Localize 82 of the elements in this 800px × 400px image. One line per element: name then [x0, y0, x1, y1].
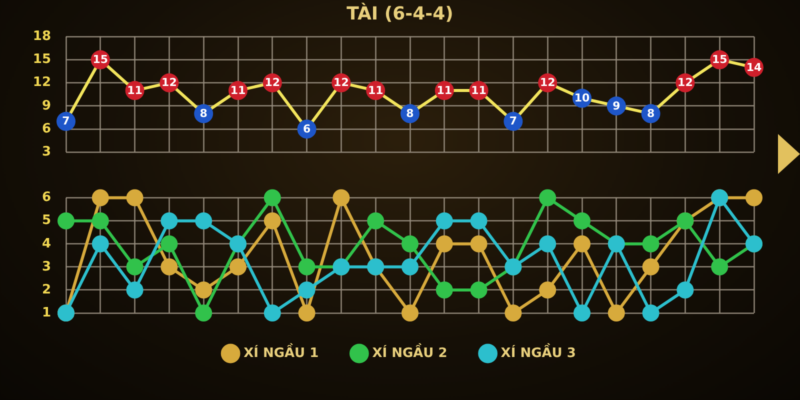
legend-label: XÍ NGẦU 3: [500, 342, 576, 361]
data-label: 10: [574, 92, 590, 105]
y-tick-label: 2: [42, 282, 51, 298]
data-label: 14: [746, 60, 762, 74]
point: [92, 235, 109, 252]
point: [574, 304, 590, 322]
point: [264, 304, 281, 322]
point: [642, 235, 660, 252]
point: [574, 235, 590, 252]
point: [470, 281, 488, 298]
point: [746, 189, 762, 206]
legend-label: XÍ NGẦU 1: [244, 342, 319, 361]
y-tick-label: 3: [42, 259, 51, 274]
chart-title: TÀI (6-4-4): [346, 2, 454, 24]
point: [92, 189, 109, 206]
point: [642, 304, 660, 322]
y-tick-label: 18: [32, 28, 51, 44]
point: [402, 235, 418, 252]
point: [436, 212, 453, 230]
data-label: 12: [162, 76, 177, 90]
data-label: 8: [200, 107, 208, 120]
data-label: 11: [436, 84, 452, 97]
y-tick-label: 1: [42, 305, 51, 320]
point: [470, 235, 488, 252]
point: [711, 258, 728, 276]
data-label: 9: [612, 99, 620, 112]
point: [367, 212, 384, 230]
point: [160, 235, 178, 252]
point: [298, 281, 316, 298]
point: [264, 189, 281, 206]
point: [332, 189, 350, 206]
point: [436, 281, 453, 298]
data-label: 12: [334, 76, 349, 90]
point: [539, 235, 556, 252]
legend-label: XÍ NGẦU 2: [372, 342, 448, 361]
point: [298, 258, 316, 276]
point: [436, 235, 453, 252]
point: [230, 258, 246, 276]
point: [264, 212, 281, 230]
point: [195, 304, 212, 322]
point: [58, 212, 74, 230]
y-tick-label: 15: [32, 52, 51, 68]
point: [470, 212, 488, 230]
y-tick-label: 3: [42, 144, 51, 160]
point: [195, 212, 212, 230]
data-label: 12: [540, 76, 556, 90]
point: [126, 189, 144, 206]
y-tick-label: 6: [42, 190, 51, 206]
data-label: 7: [509, 114, 518, 128]
data-label: 8: [646, 107, 655, 120]
data-label: 7: [62, 114, 70, 128]
point: [160, 212, 178, 230]
y-tick-label: 6: [42, 121, 51, 136]
data-label: 15: [712, 53, 728, 66]
point: [539, 281, 556, 298]
data-label: 11: [230, 84, 246, 97]
point: [402, 304, 418, 322]
point: [504, 304, 522, 322]
point: [642, 258, 660, 276]
point: [676, 281, 694, 298]
data-label: 11: [127, 84, 142, 97]
point: [402, 258, 418, 276]
point: [608, 304, 625, 322]
data-label: 11: [471, 84, 486, 97]
y-tick-label: 4: [42, 236, 51, 252]
point: [298, 304, 316, 322]
data-label: 15: [92, 53, 108, 66]
point: [195, 281, 212, 298]
data-label: 12: [264, 76, 280, 90]
data-label: 12: [678, 76, 693, 90]
y-tick-label: 12: [32, 75, 51, 90]
point: [126, 258, 144, 276]
point: [539, 189, 556, 206]
y-tick-label: 5: [42, 213, 51, 228]
point: [92, 212, 109, 230]
y-tick-label: 9: [42, 98, 51, 114]
point: [160, 258, 178, 276]
data-label: 8: [406, 107, 414, 120]
point: [574, 212, 590, 230]
data-label: 11: [368, 84, 384, 97]
data-label: 6: [302, 122, 311, 136]
point: [126, 281, 144, 298]
